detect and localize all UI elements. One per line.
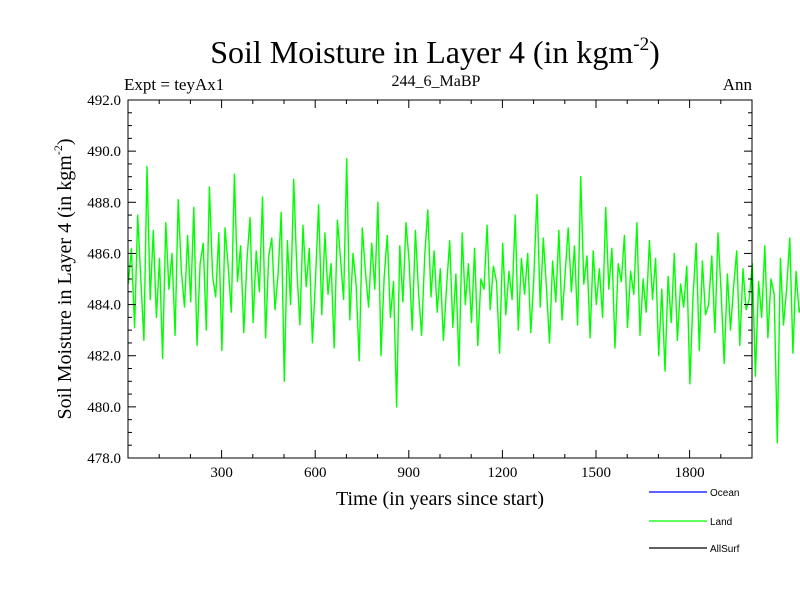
axis-ticks (128, 100, 752, 458)
title-text: Soil Moisture in Layer 4 (in kgm (210, 34, 633, 70)
y-tick-label: 482.0 (87, 349, 121, 365)
period-label: 244_6_MaBP (392, 73, 481, 90)
x-tick-label: 600 (304, 465, 327, 481)
chart-title: Soil Moisture in Layer 4 (in kgm-2) (210, 34, 660, 70)
x-tick-label: 900 (398, 465, 421, 481)
y-tick-label: 480.0 (87, 400, 121, 416)
y-tick-labels: 478.0 480.0 482.0 484.0 486.0 488.0 490.0 492.0 (87, 93, 121, 467)
land-series-line (127, 158, 800, 444)
svg-text:Soil Moisture in Layer 4 (in k: Soil Moisture in Layer 4 (in kgm-2) (51, 138, 76, 419)
y-axis-label-text: Soil Moisture in Layer 4 (in kgm (54, 155, 76, 420)
x-axis-label: Time (in years since start) (336, 488, 544, 510)
title-close: ) (649, 34, 660, 70)
x-tick-label: 300 (210, 465, 233, 481)
x-tick-label: 1800 (675, 465, 705, 481)
legend: Ocean Land AllSurf (649, 488, 740, 555)
season-label: Ann (723, 75, 753, 94)
x-tick-label: 1200 (487, 465, 517, 481)
y-tick-label: 490.0 (87, 144, 121, 160)
y-tick-label: 488.0 (87, 195, 121, 211)
x-tick-labels: 300 600 900 1200 1500 1800 (210, 465, 704, 481)
title-superscript: -2 (633, 34, 649, 55)
y-tick-label: 484.0 (87, 298, 121, 314)
svg-text:Soil Moisture in Layer 4 (in k: Soil Moisture in Layer 4 (in kgm-2) (210, 34, 660, 70)
y-tick-label: 478.0 (87, 451, 121, 467)
x-tick-label: 1500 (581, 465, 611, 481)
y-axis-label-superscript: -2 (51, 145, 65, 155)
legend-label-ocean: Ocean (710, 488, 739, 499)
plot-area (127, 99, 800, 459)
y-tick-label: 486.0 (87, 246, 121, 262)
y-axis-label-close: ) (54, 138, 76, 145)
legend-label-land: Land (710, 517, 732, 528)
y-axis-label: Soil Moisture in Layer 4 (in kgm-2) (51, 138, 76, 419)
y-tick-label: 492.0 (87, 93, 121, 109)
legend-label-allsurf: AllSurf (710, 544, 740, 555)
expt-label: Expt = teyAx1 (124, 75, 224, 94)
